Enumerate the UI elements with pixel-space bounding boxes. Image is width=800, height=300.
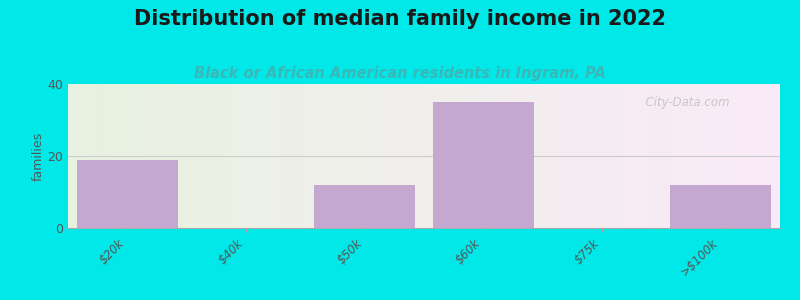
Bar xyxy=(433,102,534,228)
Text: Distribution of median family income in 2022: Distribution of median family income in … xyxy=(134,9,666,29)
Bar xyxy=(77,160,178,228)
Bar xyxy=(314,185,415,228)
Bar xyxy=(670,185,771,228)
Text: Black or African American residents in Ingram, PA: Black or African American residents in I… xyxy=(194,66,606,81)
Text: City-Data.com: City-Data.com xyxy=(638,95,730,109)
Y-axis label: families: families xyxy=(31,131,45,181)
